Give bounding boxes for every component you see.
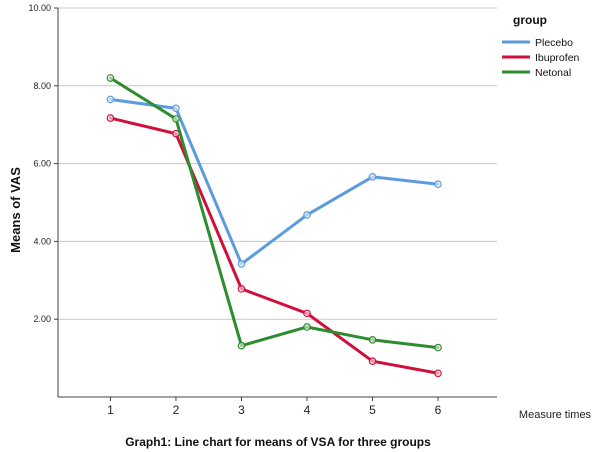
x-tick-label: 6 xyxy=(435,403,442,417)
data-point-ibuprofen xyxy=(106,114,115,122)
grid-lines xyxy=(58,7,497,320)
y-axis-label: Means of VAS xyxy=(8,167,23,253)
data-point-ibuprofen xyxy=(303,309,311,318)
y-tick-label: 2.00 xyxy=(33,314,51,324)
y-tick-label: 4.00 xyxy=(33,236,51,246)
y-tick-label: 10.00 xyxy=(28,3,51,13)
axes xyxy=(54,7,497,401)
data-point-netonal xyxy=(368,336,377,344)
x-tick-label: 3 xyxy=(238,403,245,417)
data-point-plecebo xyxy=(237,260,246,268)
data-point-ibuprofen xyxy=(237,285,246,293)
series-group xyxy=(106,74,442,378)
data-point-netonal xyxy=(303,323,311,331)
data-point-plecebo xyxy=(434,180,442,189)
x-tick-label: 2 xyxy=(173,403,180,417)
x-tick-labels: 1 2 3 4 5 6 xyxy=(107,403,442,417)
legend-title: group xyxy=(513,13,547,27)
x-tick-label: 5 xyxy=(369,403,376,417)
legend-label-ibuprofen: Ibuprofen xyxy=(535,52,580,64)
x-tick-label: 4 xyxy=(304,403,311,417)
y-tick-label: 8.00 xyxy=(33,81,51,91)
data-point-ibuprofen xyxy=(434,369,442,378)
data-point-plecebo xyxy=(172,104,180,113)
y-tick-label: 6.00 xyxy=(33,159,51,169)
y-tick-labels: 2.00 4.00 6.00 8.00 10.00 xyxy=(28,3,51,324)
data-point-netonal xyxy=(172,115,180,123)
legend: group Plecebo Ibuprofen Netonal xyxy=(502,13,580,79)
data-point-plecebo xyxy=(106,95,115,104)
x-axis-label: Measure times xyxy=(519,409,592,421)
legend-label-plecebo: Plecebo xyxy=(535,37,573,49)
series-line-plecebo xyxy=(108,97,440,266)
legend-label-netonal: Netonal xyxy=(535,67,571,79)
data-point-netonal xyxy=(237,341,246,350)
series-line-ibuprofen xyxy=(108,116,440,375)
series-line-netonal xyxy=(108,76,440,350)
data-point-plecebo xyxy=(368,173,377,181)
data-point-netonal xyxy=(106,74,115,82)
data-point-plecebo xyxy=(303,211,311,219)
x-tick-label: 1 xyxy=(107,403,114,417)
data-point-netonal xyxy=(434,343,442,352)
chart-title: Graph1: Line chart for means of VSA for … xyxy=(125,435,431,449)
data-point-ibuprofen xyxy=(368,357,377,366)
